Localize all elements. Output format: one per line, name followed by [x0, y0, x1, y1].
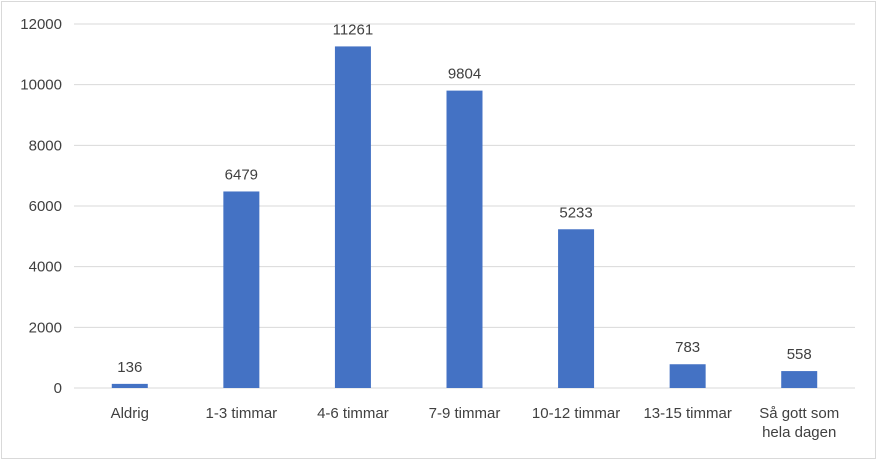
bar — [558, 229, 595, 388]
data-label: 558 — [787, 346, 812, 363]
y-tick-label: 2000 — [29, 319, 62, 336]
y-tick-label: 10000 — [20, 77, 62, 94]
data-label: 783 — [675, 339, 700, 356]
bar — [781, 371, 818, 388]
data-label: 136 — [117, 359, 142, 376]
data-label: 6479 — [225, 166, 258, 183]
bar — [111, 383, 148, 388]
data-label: 11261 — [333, 21, 374, 38]
y-tick-label: 12000 — [20, 16, 62, 33]
y-tick-label: 6000 — [29, 198, 62, 215]
data-label: 5233 — [559, 204, 592, 221]
x-tick-label: 13-15 timmar — [643, 405, 731, 422]
data-labels: 136 6479 11261 9804 5233 783 558 — [117, 21, 811, 375]
y-tick-label: 0 — [54, 380, 62, 397]
bars — [111, 46, 818, 389]
x-tick-label: Aldrig — [111, 405, 149, 422]
x-tick-label: 10-12 timmar — [532, 405, 620, 422]
x-tick-label: 1-3 timmar — [206, 405, 278, 422]
x-tick-label: Så gott som hela dagen — [759, 405, 839, 441]
x-axis-tick-labels: Aldrig 1-3 timmar 4-6 timmar 7-9 timmar 10-1… — [111, 405, 840, 441]
bar — [669, 364, 706, 388]
x-tick-label: 7-9 timmar — [429, 405, 501, 422]
bar — [223, 191, 260, 388]
bar — [446, 90, 483, 388]
y-axis-tick-labels: 0 2000 4000 6000 8000 10000 12000 — [20, 16, 62, 397]
y-tick-label: 8000 — [29, 137, 62, 154]
x-tick-label: 4-6 timmar — [317, 405, 389, 422]
data-label: 9804 — [448, 66, 481, 83]
bar — [334, 46, 371, 389]
y-tick-label: 4000 — [29, 259, 62, 276]
